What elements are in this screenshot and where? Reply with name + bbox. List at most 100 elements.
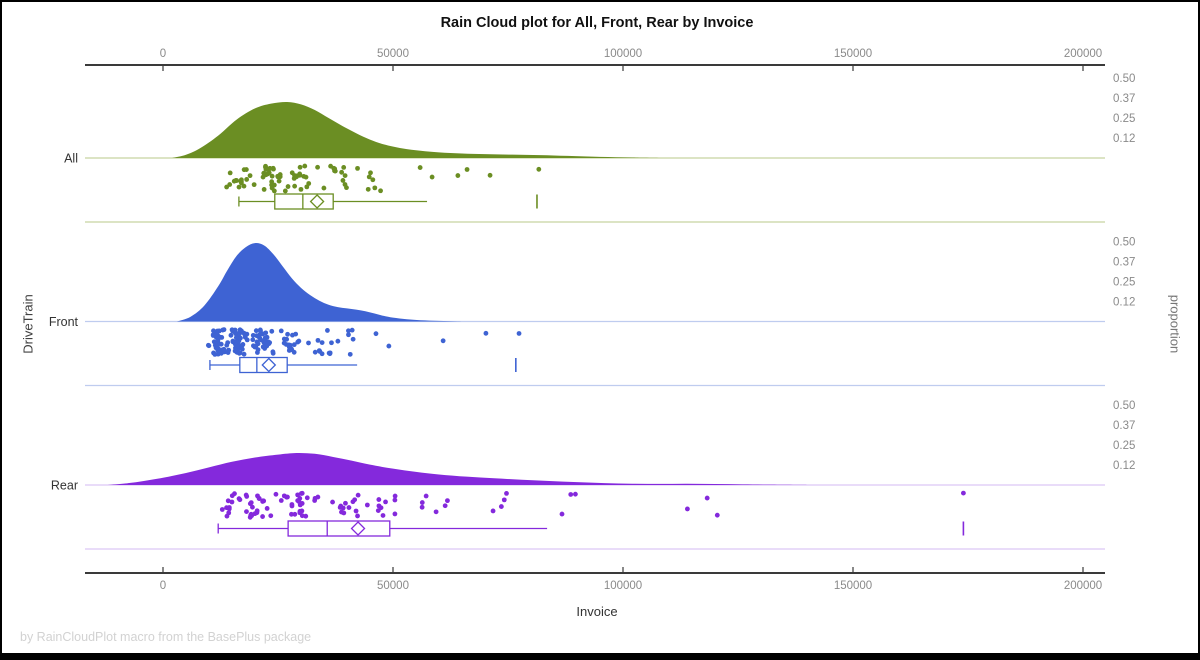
rain-point-front [239, 346, 245, 352]
top-axis-tick-label: 100000 [604, 48, 642, 60]
rain-point-all [344, 185, 349, 191]
density-cloud-all [172, 101, 669, 158]
rain-point-all [282, 188, 288, 194]
rain-point-front [217, 334, 223, 340]
rain-point-all [289, 170, 295, 176]
rain-point-front [263, 330, 269, 336]
proportion-tick-label: 0.37 [1113, 257, 1135, 269]
rain-point-rear [442, 503, 448, 509]
rain-point-front [325, 328, 330, 333]
rain-point-rear [490, 508, 496, 514]
rain-point-front [211, 339, 217, 345]
rain-point-front [440, 338, 446, 344]
rain-point-rear [304, 495, 310, 501]
rain-point-front [315, 337, 321, 343]
bottom-axis-tick-label: 200000 [1064, 580, 1102, 592]
rain-point-all [292, 183, 298, 189]
proportion-tick-label: 0.12 [1113, 133, 1135, 145]
rain-point-rear [383, 499, 388, 505]
rain-point-front [215, 341, 221, 347]
rain-point-rear [364, 502, 370, 508]
rain-point-front [347, 351, 353, 357]
bottom-axis-tick-label: 50000 [377, 580, 409, 592]
rain-point-rear [229, 493, 235, 499]
top-axis-tick-label: 150000 [834, 48, 872, 60]
box-iqr-rear [287, 520, 391, 537]
rain-point-all [487, 172, 493, 178]
rain-point-all [285, 184, 291, 189]
rain-point-rear [355, 492, 361, 498]
rain-point-front [329, 340, 334, 346]
rain-point-all [372, 185, 378, 191]
bottom-axis-tick-label: 0 [160, 580, 166, 592]
proportion-tick-label: 0.37 [1113, 420, 1135, 432]
y-axis-label-proportion: proportion [1167, 294, 1183, 354]
rain-point-all [251, 182, 257, 188]
rain-point-front [262, 337, 268, 343]
bottom-black-bar [2, 653, 1198, 660]
rain-point-rear [292, 511, 298, 517]
rain-point-all [297, 164, 303, 170]
rain-point-rear [315, 494, 321, 500]
rain-point-rear [260, 514, 265, 519]
rain-point-all [355, 165, 360, 171]
rain-point-front [241, 351, 247, 357]
rain-point-rear [504, 491, 509, 496]
rain-point-all [321, 185, 327, 191]
rain-point-rear [219, 507, 225, 512]
rain-point-rear [501, 497, 507, 503]
rain-point-front [295, 339, 301, 345]
rain-point-front [312, 349, 318, 355]
rain-point-rear [378, 505, 384, 511]
proportion-tick-label: 0.25 [1113, 113, 1135, 125]
rain-point-front [319, 340, 325, 346]
rain-point-front [218, 350, 224, 356]
rain-point-all [417, 165, 423, 170]
rain-point-front [252, 344, 258, 350]
rain-point-rear [343, 500, 348, 506]
chart-title: Rain Cloud plot for All, Front, Rear by … [440, 15, 754, 31]
rain-point-front [239, 328, 244, 334]
proportion-tick-label: 0.50 [1113, 73, 1135, 85]
top-axis-tick-label: 200000 [1064, 48, 1102, 60]
rain-point-all [339, 169, 345, 175]
rain-point-rear [295, 492, 301, 498]
rain-point-rear [299, 490, 305, 496]
rain-point-all [261, 187, 267, 192]
rain-point-all [378, 188, 383, 194]
rain-point-rear [559, 511, 565, 517]
rain-point-front [257, 331, 263, 337]
rain-point-all [536, 166, 542, 172]
rain-point-all [366, 174, 372, 180]
rain-point-all [239, 177, 244, 183]
rain-point-rear [353, 508, 359, 514]
rain-point-all [368, 170, 373, 176]
rain-point-rear [289, 503, 295, 509]
rain-point-all [340, 178, 346, 183]
rain-point-all [365, 186, 371, 192]
rain-point-all [236, 184, 242, 190]
rain-point-front [238, 335, 243, 341]
rain-point-rear [244, 509, 249, 514]
rain-point-front [373, 331, 379, 337]
rain-point-front [281, 336, 287, 342]
rain-point-all [370, 177, 376, 183]
rain-point-rear [284, 494, 289, 500]
rain-point-rear [433, 509, 439, 515]
rain-point-rear [255, 493, 260, 499]
rain-point-rear [250, 504, 255, 510]
category-label-all: All [64, 152, 78, 166]
rain-point-rear [392, 493, 398, 499]
rain-point-rear [278, 498, 284, 503]
rain-point-rear [419, 504, 425, 510]
category-label-rear: Rear [51, 479, 78, 493]
rain-point-rear [289, 511, 294, 517]
rain-point-front [214, 328, 220, 334]
mean-diamond-all [309, 194, 325, 209]
rain-point-all [244, 177, 250, 182]
rain-point-all [304, 184, 310, 190]
rain-point-all [342, 173, 348, 178]
rain-point-all [297, 171, 303, 177]
